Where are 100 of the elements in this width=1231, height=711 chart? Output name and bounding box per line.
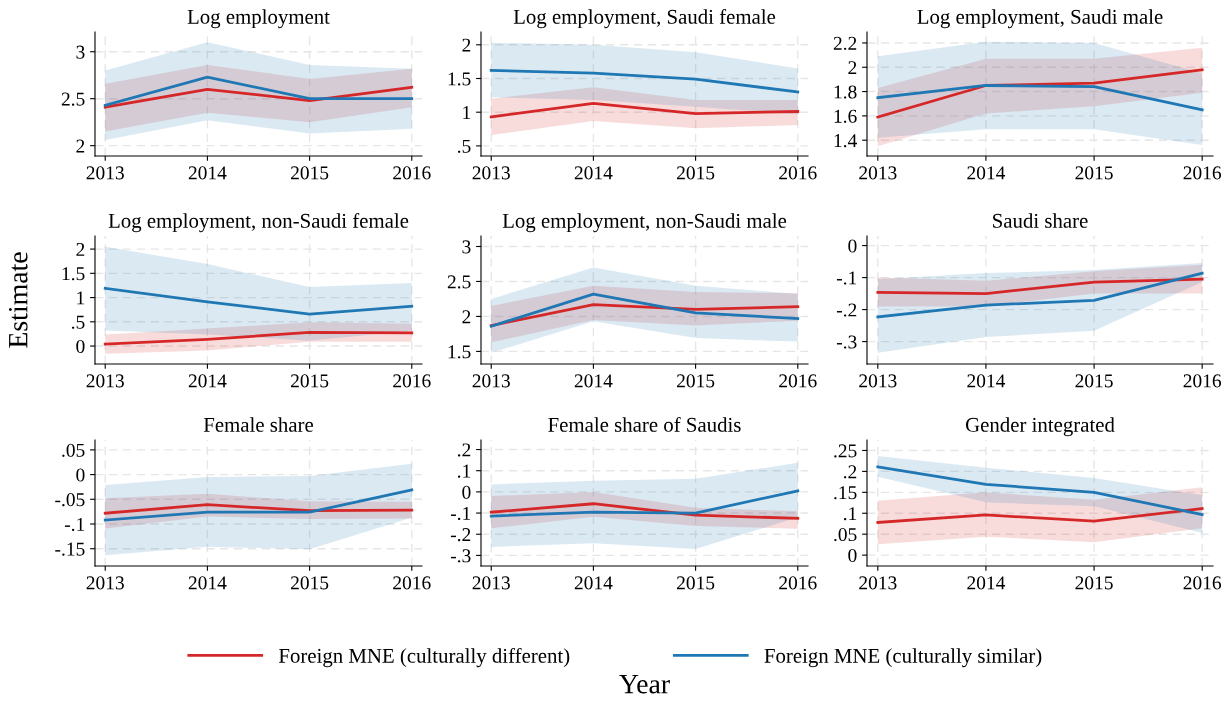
y-tick-label: 2.5 (61, 92, 85, 106)
legend-label: Foreign MNE (culturally different) (278, 647, 570, 668)
x-tick-label: 2015 (291, 576, 329, 590)
line-series (876, 465, 1204, 516)
x-tick-label: 2015 (1075, 166, 1113, 180)
line-series (489, 69, 800, 94)
x-tick-label: 2016 (779, 166, 817, 180)
y-axis-title: Estimate (8, 252, 28, 348)
x-tick-label: 2014 (188, 166, 227, 180)
y-tick-label: .5 (71, 315, 85, 329)
x-tick-label: 2013 (859, 576, 897, 590)
x-tick-label: 2016 (1183, 374, 1222, 388)
x-tick-label: 2014 (967, 374, 1006, 388)
x-tick-label: 2013 (472, 166, 510, 180)
y-tick-label: -.15 (55, 542, 85, 556)
x-tick-label: 2015 (1075, 374, 1113, 388)
x-axis-title: Year (619, 675, 670, 694)
x-tick-label: 2013 (86, 166, 124, 180)
x-tick-label: 2015 (677, 576, 715, 590)
legend-label: Foreign MNE (culturally similar) (764, 648, 1042, 668)
x-tick-label: 2016 (393, 576, 431, 590)
y-tick-label: 1.5 (62, 267, 85, 281)
x-tick-label: 2014 (574, 576, 613, 590)
y-tick-label: .05 (834, 528, 857, 542)
x-tick-label: 2016 (1183, 576, 1222, 590)
chart-title: Log employment, non-Saudi male (502, 213, 787, 233)
x-tick-label: 2014 (188, 374, 227, 388)
x-tick-label: 2016 (393, 374, 431, 388)
line-series (103, 503, 414, 515)
y-tick-label: .1 (457, 464, 471, 478)
line-series (876, 507, 1204, 524)
chart-title: Log employment, Saudi female (513, 9, 776, 29)
y-tick-label: .2 (457, 443, 471, 457)
line-series (103, 331, 414, 346)
y-tick-label: 0 (848, 548, 857, 563)
y-tick-label: -.05 (55, 493, 85, 507)
line-series (876, 84, 1204, 112)
y-tick-label: -.2 (450, 528, 471, 542)
y-tick-label: .5 (457, 139, 471, 153)
line-series (489, 489, 800, 518)
chart-title: Log employment, Saudi male (917, 9, 1163, 29)
y-tick-label: 2 (848, 61, 857, 74)
line-series (876, 271, 1204, 319)
x-tick-label: 2015 (1075, 576, 1113, 590)
y-tick-label: -.3 (836, 335, 857, 349)
y-tick-label: -.3 (450, 549, 471, 563)
y-tick-label: 1.5 (448, 345, 471, 359)
y-tick-label: 2 (76, 139, 85, 153)
chart-title: Gender integrated (965, 417, 1115, 437)
y-tick-label: 0 (76, 468, 85, 482)
x-tick-label: 2015 (677, 166, 715, 180)
x-tick-label: 2014 (967, 576, 1006, 590)
chart-title: Female share of Saudis (548, 417, 741, 432)
line-series (103, 86, 414, 109)
x-tick-label: 2016 (1183, 166, 1222, 180)
x-tick-label: 2013 (859, 374, 897, 388)
x-tick-label: 2014 (967, 166, 1006, 180)
y-tick-label: 1.8 (834, 85, 857, 99)
y-tick-label: -.1 (64, 517, 85, 532)
x-tick-label: 2014 (574, 166, 613, 180)
y-tick-label: -.1 (450, 506, 471, 521)
y-tick-label: 1 (77, 291, 85, 305)
y-tick-label: 1.6 (834, 109, 857, 123)
x-tick-label: 2015 (291, 166, 329, 180)
chart-title: Saudi share (993, 213, 1088, 228)
line-series (489, 292, 800, 328)
y-tick-label: 0 (462, 485, 471, 499)
line-series (489, 102, 800, 119)
line-series (489, 502, 800, 520)
x-tick-label: 2013 (86, 374, 124, 388)
y-tick-label: -.2 (836, 303, 857, 317)
y-tick-label: 1.4 (834, 134, 857, 148)
line-series (103, 286, 414, 316)
y-tick-label: 3 (76, 45, 85, 59)
chart-title: Female share (203, 417, 314, 432)
y-tick-label: .05 (62, 443, 85, 457)
y-tick-label: 0 (848, 239, 857, 253)
line-series (876, 277, 1204, 295)
x-tick-label: 2016 (779, 374, 817, 388)
y-tick-label: .2 (843, 465, 857, 479)
y-tick-label: 2 (76, 242, 85, 256)
y-tick-label: 1 (463, 106, 471, 119)
y-tick-label: -.1 (836, 271, 857, 285)
x-tick-label: 2013 (86, 576, 124, 590)
x-tick-label: 2015 (677, 374, 715, 388)
x-tick-label: 2016 (779, 576, 817, 590)
x-tick-label: 2014 (188, 576, 227, 590)
y-tick-label: 2 (462, 310, 471, 324)
y-tick-label: 1.5 (448, 72, 471, 86)
y-tick-label: .15 (834, 486, 857, 500)
x-tick-label: 2013 (472, 576, 510, 590)
y-tick-label: .25 (834, 444, 857, 458)
y-tick-label: .1 (843, 507, 857, 521)
x-tick-label: 2013 (472, 374, 510, 388)
y-tick-label: 2.2 (833, 36, 857, 50)
y-tick-label: 3 (462, 240, 471, 254)
y-tick-label: 2.5 (447, 275, 471, 289)
y-tick-label: 0 (76, 339, 85, 353)
x-tick-label: 2013 (859, 166, 897, 180)
chart-title: Log employment (187, 9, 330, 29)
